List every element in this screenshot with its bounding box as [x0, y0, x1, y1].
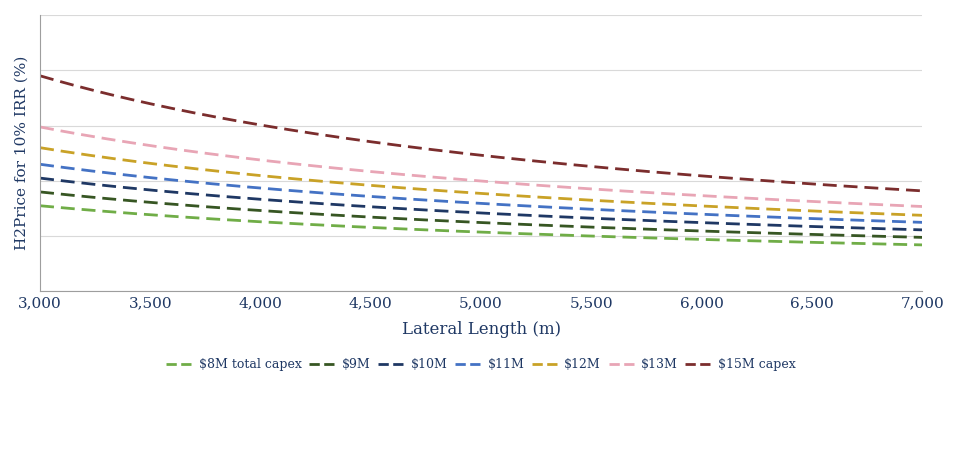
$11M [261, 186, 272, 191]
$15M capex [623, 167, 635, 173]
$8M total capex [191, 215, 202, 220]
$9M [698, 229, 710, 234]
$13M [191, 149, 202, 155]
$13M [623, 189, 635, 194]
Line: $9M: $9M [40, 192, 923, 238]
$11M [554, 205, 566, 211]
$11M [623, 208, 635, 214]
$10M [433, 208, 445, 213]
$10M [623, 217, 635, 222]
$8M total capex [35, 203, 46, 208]
$9M [35, 189, 46, 195]
$12M [261, 174, 272, 179]
$10M [698, 220, 710, 225]
$11M [191, 180, 202, 185]
$8M total capex [261, 220, 272, 225]
$12M [433, 188, 445, 193]
$9M [554, 223, 566, 229]
$13M [917, 204, 928, 209]
$8M total capex [554, 232, 566, 238]
$10M [554, 214, 566, 220]
$11M [698, 212, 710, 217]
$9M [191, 203, 202, 209]
$8M total capex [623, 234, 635, 240]
$8M total capex [917, 242, 928, 248]
$12M [698, 203, 710, 209]
$13M [261, 158, 272, 163]
$11M [35, 162, 46, 167]
$15M capex [698, 173, 710, 179]
$8M total capex [433, 228, 445, 233]
$9M [433, 218, 445, 223]
$10M [261, 197, 272, 202]
$15M capex [433, 148, 445, 153]
$13M [35, 124, 46, 130]
$12M [623, 200, 635, 205]
$11M [433, 198, 445, 203]
$15M capex [35, 73, 46, 78]
Line: $15M capex: $15M capex [40, 76, 923, 191]
$9M [917, 235, 928, 240]
$15M capex [191, 111, 202, 116]
Line: $10M: $10M [40, 178, 923, 230]
Legend: $8M total capex, $9M, $10M, $11M, $12M, $13M, $15M capex: $8M total capex, $9M, $10M, $11M, $12M, … [161, 353, 801, 376]
$10M [191, 191, 202, 197]
$12M [35, 145, 46, 150]
$11M [917, 220, 928, 225]
$15M capex [917, 188, 928, 194]
$10M [35, 176, 46, 181]
$12M [554, 196, 566, 201]
X-axis label: Lateral Length (m): Lateral Length (m) [402, 321, 561, 338]
$9M [261, 208, 272, 214]
Line: $12M: $12M [40, 148, 923, 215]
Y-axis label: H2Price for 10% IRR (%): H2Price for 10% IRR (%) [15, 56, 29, 250]
$13M [698, 193, 710, 198]
Line: $13M: $13M [40, 127, 923, 207]
$13M [433, 175, 445, 180]
$9M [623, 226, 635, 231]
$8M total capex [698, 237, 710, 242]
$15M capex [261, 123, 272, 129]
$10M [917, 227, 928, 233]
$13M [554, 184, 566, 189]
$15M capex [554, 161, 566, 166]
Line: $8M total capex: $8M total capex [40, 206, 923, 245]
Line: $11M: $11M [40, 164, 923, 222]
$12M [191, 166, 202, 171]
$12M [917, 212, 928, 218]
